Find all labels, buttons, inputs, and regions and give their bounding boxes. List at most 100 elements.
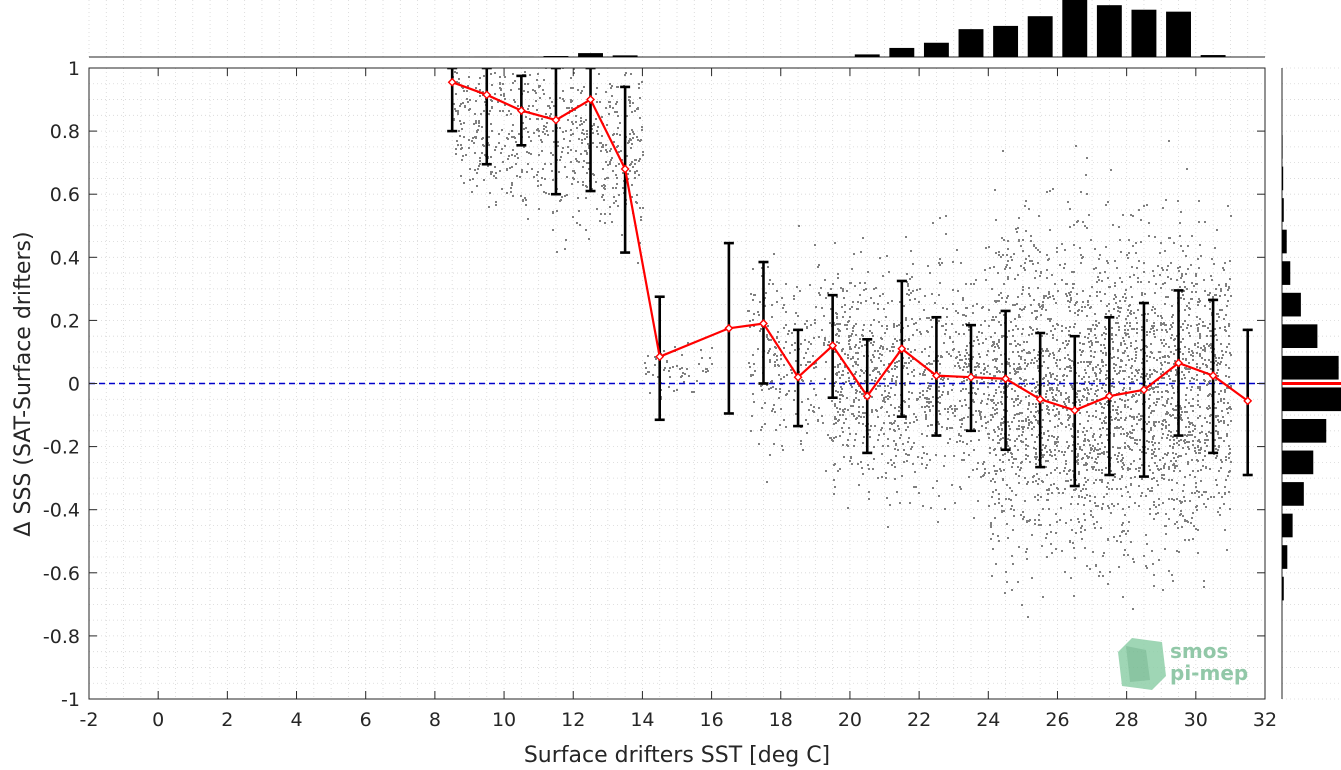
scatter-point xyxy=(1194,343,1196,345)
scatter-point xyxy=(1197,529,1199,531)
scatter-point xyxy=(1120,488,1122,490)
scatter-point xyxy=(1195,283,1197,285)
scatter-point xyxy=(888,415,890,417)
scatter-point xyxy=(1171,479,1173,481)
scatter-point xyxy=(984,269,986,271)
scatter-point xyxy=(1230,295,1232,297)
mean-point xyxy=(655,352,665,362)
scatter-point xyxy=(1139,419,1141,421)
scatter-point xyxy=(1197,346,1199,348)
scatter-point xyxy=(538,50,540,52)
scatter-point xyxy=(957,362,959,364)
scatter-point xyxy=(909,422,911,424)
scatter-point xyxy=(542,54,544,56)
scatter-point xyxy=(1103,552,1105,554)
scatter-point xyxy=(753,401,755,403)
scatter-point xyxy=(996,470,998,472)
scatter-point xyxy=(1210,432,1212,434)
scatter-point xyxy=(1197,304,1199,306)
scatter-point xyxy=(1097,443,1099,445)
scatter-point xyxy=(1214,391,1216,393)
scatter-point xyxy=(1022,250,1024,252)
scatter-point xyxy=(992,491,994,493)
scatter-point xyxy=(1199,355,1201,357)
scatter-point xyxy=(1095,366,1097,368)
scatter-point xyxy=(1147,488,1149,490)
scatter-point xyxy=(1201,357,1203,359)
scatter-point xyxy=(631,196,633,198)
scatter-point xyxy=(616,146,618,148)
scatter-point xyxy=(1084,453,1086,455)
scatter-point xyxy=(1202,349,1204,351)
scatter-point xyxy=(1160,322,1162,324)
scatter-point xyxy=(538,86,540,88)
scatter-point xyxy=(927,425,929,427)
scatter-point xyxy=(791,344,793,346)
scatter-point xyxy=(787,333,789,335)
scatter-point xyxy=(783,376,785,378)
scatter-point xyxy=(1070,479,1072,481)
scatter-point xyxy=(761,275,763,277)
scatter-point xyxy=(1030,327,1032,329)
scatter-point xyxy=(1038,524,1040,526)
scatter-point xyxy=(987,382,989,384)
scatter-point xyxy=(1168,430,1170,432)
scatter-point xyxy=(959,440,961,442)
scatter-point xyxy=(912,463,914,465)
scatter-point xyxy=(883,308,885,310)
scatter-point xyxy=(800,364,802,366)
scatter-point xyxy=(1125,334,1127,336)
scatter-point xyxy=(1050,451,1052,453)
scatter-point xyxy=(905,317,907,319)
scatter-point xyxy=(1136,400,1138,402)
scatter-point xyxy=(1056,359,1058,361)
scatter-point xyxy=(502,110,504,112)
scatter-point xyxy=(920,333,922,335)
scatter-point xyxy=(1138,413,1140,415)
scatter-point xyxy=(972,305,974,307)
scatter-point xyxy=(1154,292,1156,294)
scatter-point xyxy=(913,375,915,377)
scatter-point xyxy=(914,471,916,473)
scatter-point xyxy=(1028,419,1030,421)
scatter-point xyxy=(907,325,909,327)
scatter-point xyxy=(457,144,459,146)
scatter-point xyxy=(1010,378,1012,380)
scatter-point xyxy=(1179,514,1181,516)
scatter-point xyxy=(771,316,773,318)
scatter-point xyxy=(1179,235,1181,237)
scatter-point xyxy=(1018,475,1020,477)
scatter-point xyxy=(1205,506,1207,508)
scatter-point xyxy=(521,171,523,173)
scatter-point xyxy=(1226,346,1228,348)
scatter-point xyxy=(460,144,462,146)
scatter-point xyxy=(997,345,999,347)
scatter-point xyxy=(629,170,631,172)
scatter-point xyxy=(995,389,997,391)
scatter-point xyxy=(821,329,823,331)
scatter-point xyxy=(1196,352,1198,354)
scatter-point xyxy=(616,133,618,135)
scatter-point xyxy=(1161,329,1163,331)
scatter-point xyxy=(1158,442,1160,444)
scatter-point xyxy=(1035,391,1037,393)
y-tick-label: -0.8 xyxy=(43,626,80,648)
scatter-point xyxy=(877,385,879,387)
scatter-point xyxy=(926,398,928,400)
scatter-point xyxy=(654,364,656,366)
scatter-point xyxy=(1096,395,1098,397)
scatter-point xyxy=(837,328,839,330)
scatter-point xyxy=(825,297,827,299)
scatter-point xyxy=(862,335,864,337)
scatter-point xyxy=(1020,245,1022,247)
scatter-point xyxy=(1090,340,1092,342)
scatter-point xyxy=(747,310,749,312)
scatter-point xyxy=(1083,444,1085,446)
scatter-point xyxy=(1111,338,1113,340)
scatter-point xyxy=(1028,424,1030,426)
scatter-point xyxy=(994,358,996,360)
scatter-point xyxy=(1118,326,1120,328)
scatter-point xyxy=(1022,441,1024,443)
scatter-point xyxy=(1037,384,1039,386)
scatter-point xyxy=(908,362,910,364)
